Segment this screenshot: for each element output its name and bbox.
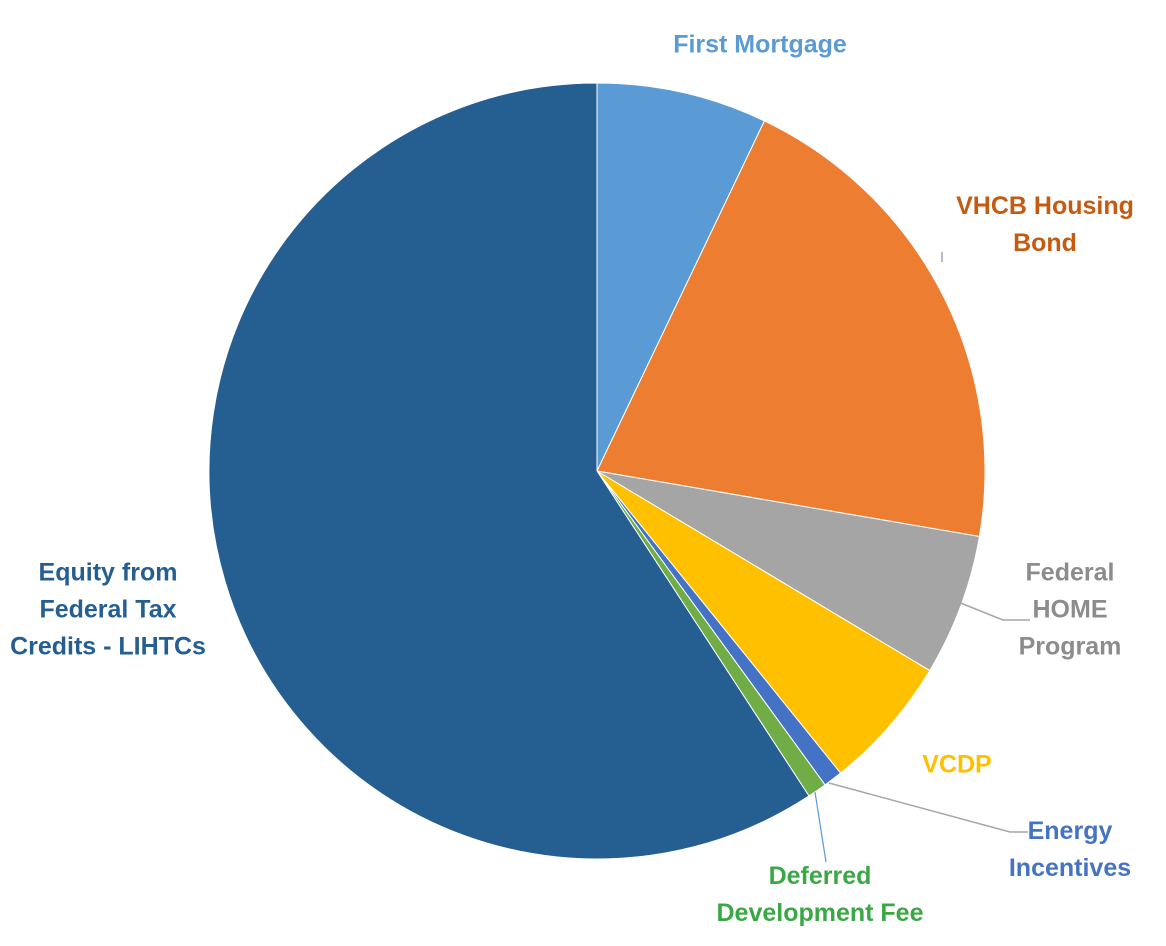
slice-label: Federal HOME Program [1018,558,1122,661]
slice-label: Deferred Development Fee [716,862,924,927]
pie-slice [596,470,981,672]
leader-line [814,791,827,863]
slice-label: Energy Incentives [1008,817,1132,882]
pie-slice [596,470,931,774]
slice-label: Equity from Federal Tax Credits - LIHTCs [10,558,206,661]
leader-line [828,782,1028,833]
leader-line [957,601,1030,621]
pie-slice [596,82,766,472]
slice-label: First Mortgage [673,30,847,59]
slice-label: VCDP [922,750,992,779]
pie-slice [596,120,986,538]
slice-label: VHCB Housing Bond [956,192,1134,257]
pie-slice [208,82,810,860]
